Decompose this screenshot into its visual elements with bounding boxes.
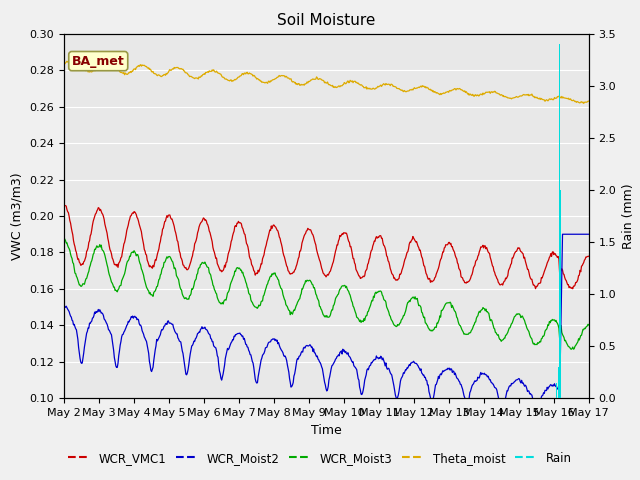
Y-axis label: Rain (mm): Rain (mm) [622, 183, 635, 249]
Legend: WCR_VMC1, WCR_Moist2, WCR_Moist3, Theta_moist, Rain: WCR_VMC1, WCR_Moist2, WCR_Moist3, Theta_… [63, 447, 577, 469]
Bar [560, 190, 561, 398]
Bar [556, 383, 557, 398]
X-axis label: Time: Time [311, 424, 342, 437]
Title: Soil Moisture: Soil Moisture [277, 13, 376, 28]
Y-axis label: VWC (m3/m3): VWC (m3/m3) [11, 172, 24, 260]
Bar [559, 44, 560, 398]
Bar [557, 367, 559, 398]
Text: BA_met: BA_met [72, 55, 125, 68]
